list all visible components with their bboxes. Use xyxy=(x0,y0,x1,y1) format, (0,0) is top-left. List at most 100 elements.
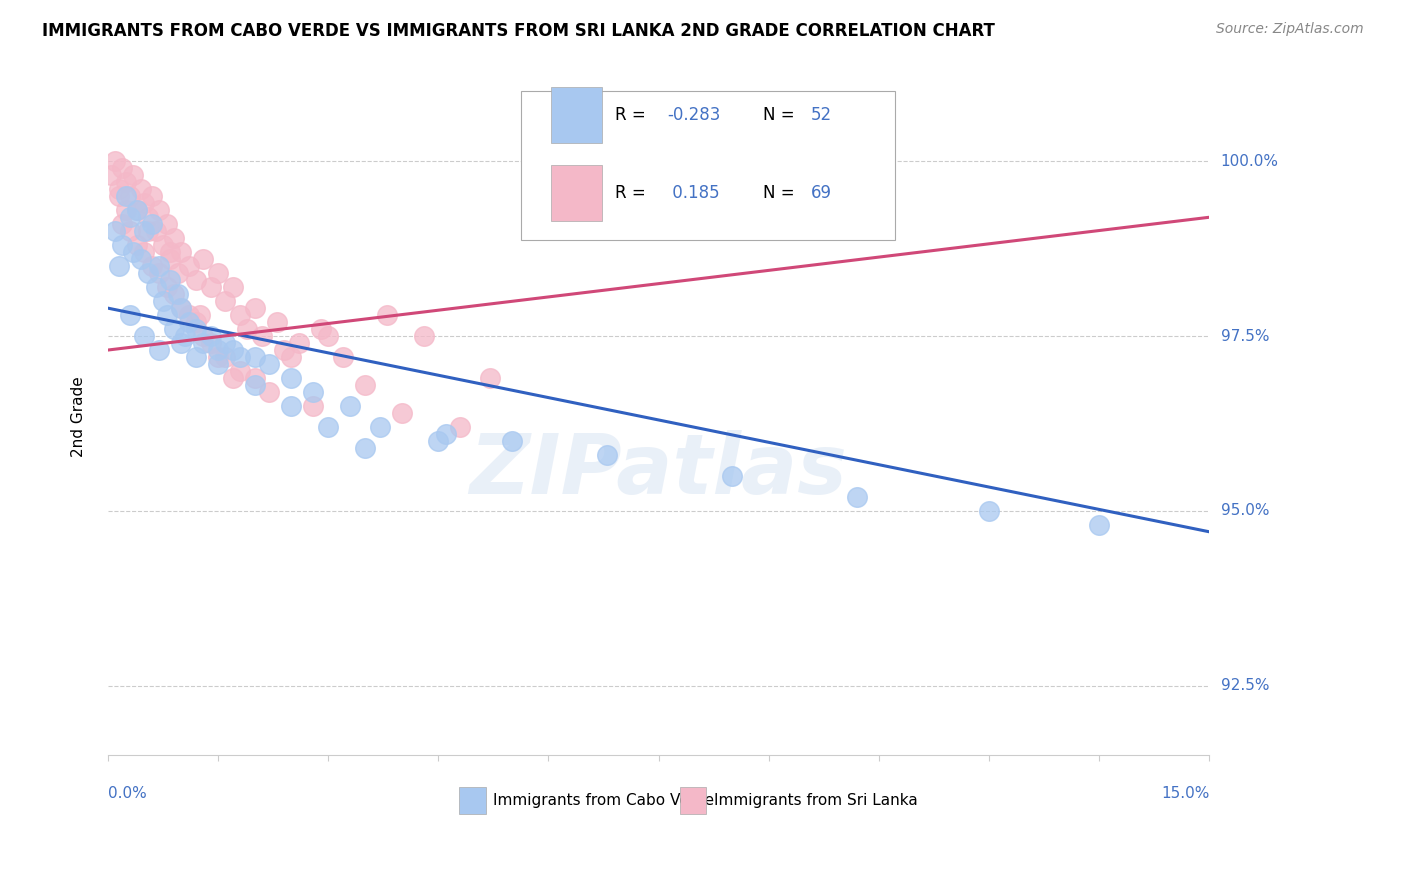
Point xyxy=(170,336,193,351)
Point xyxy=(501,434,523,448)
Point xyxy=(207,350,229,364)
Point xyxy=(266,315,288,329)
Point xyxy=(159,245,181,260)
Point xyxy=(478,371,501,385)
Point xyxy=(193,336,215,351)
Point xyxy=(302,399,325,413)
Point xyxy=(177,315,200,329)
Point xyxy=(111,161,134,176)
Point xyxy=(302,384,325,399)
Text: Source: ZipAtlas.com: Source: ZipAtlas.com xyxy=(1216,22,1364,37)
Text: N =: N = xyxy=(763,106,800,124)
Point xyxy=(243,301,266,315)
Point xyxy=(127,203,149,218)
Text: Immigrants from Cabo Verde: Immigrants from Cabo Verde xyxy=(494,793,714,808)
Point xyxy=(134,224,156,238)
Point xyxy=(159,273,181,287)
Point xyxy=(353,378,375,392)
Point xyxy=(111,217,134,231)
Point xyxy=(287,336,309,351)
Point xyxy=(596,448,619,462)
Point xyxy=(122,245,145,260)
Text: 100.0%: 100.0% xyxy=(1220,153,1278,169)
Point xyxy=(127,203,149,218)
Point xyxy=(250,329,273,343)
Point xyxy=(104,224,127,238)
Point xyxy=(177,259,200,273)
Point xyxy=(200,329,222,343)
Point xyxy=(184,273,207,287)
Point xyxy=(434,426,457,441)
Point xyxy=(145,280,167,294)
Text: Immigrants from Sri Lanka: Immigrants from Sri Lanka xyxy=(714,793,918,808)
Point xyxy=(177,308,200,322)
Y-axis label: 2nd Grade: 2nd Grade xyxy=(72,376,86,457)
Point xyxy=(309,322,332,336)
Point xyxy=(170,301,193,315)
Point xyxy=(214,350,236,364)
Point xyxy=(280,399,302,413)
Point xyxy=(170,301,193,315)
Point xyxy=(845,490,868,504)
FancyBboxPatch shape xyxy=(520,91,896,240)
Point xyxy=(243,371,266,385)
Point xyxy=(977,504,1000,518)
Text: 95.0%: 95.0% xyxy=(1220,503,1270,518)
Point xyxy=(141,217,163,231)
Point xyxy=(148,203,170,218)
Text: 92.5%: 92.5% xyxy=(1220,678,1270,693)
Point xyxy=(163,231,186,245)
Point xyxy=(136,266,159,280)
Point xyxy=(148,266,170,280)
Point xyxy=(136,224,159,238)
Point xyxy=(163,287,186,301)
Point xyxy=(129,252,152,267)
Point xyxy=(155,280,177,294)
Point xyxy=(163,322,186,336)
Point xyxy=(221,280,243,294)
Point xyxy=(118,189,141,203)
Point xyxy=(184,322,207,336)
FancyBboxPatch shape xyxy=(551,87,602,143)
Point xyxy=(155,217,177,231)
Text: -0.283: -0.283 xyxy=(668,106,721,124)
Point xyxy=(118,211,141,225)
Point xyxy=(316,420,339,434)
Point xyxy=(145,224,167,238)
Text: IMMIGRANTS FROM CABO VERDE VS IMMIGRANTS FROM SRI LANKA 2ND GRADE CORRELATION CH: IMMIGRANTS FROM CABO VERDE VS IMMIGRANTS… xyxy=(42,22,995,40)
Point xyxy=(193,252,215,267)
Point xyxy=(214,294,236,309)
Text: 0.185: 0.185 xyxy=(668,184,720,202)
Text: R =: R = xyxy=(614,184,651,202)
Point xyxy=(229,350,252,364)
Point xyxy=(152,238,174,252)
Point xyxy=(200,336,222,351)
Point xyxy=(721,469,744,483)
Point xyxy=(280,371,302,385)
Point xyxy=(122,169,145,183)
Point xyxy=(188,308,211,322)
Point xyxy=(127,238,149,252)
Point xyxy=(243,350,266,364)
Point xyxy=(159,252,181,267)
Point xyxy=(229,308,252,322)
Text: R =: R = xyxy=(614,106,651,124)
Point xyxy=(375,308,398,322)
Point xyxy=(259,357,281,371)
Point xyxy=(316,329,339,343)
Point xyxy=(136,211,159,225)
Text: 52: 52 xyxy=(811,106,832,124)
Point xyxy=(115,175,138,189)
Point xyxy=(118,308,141,322)
Point xyxy=(111,238,134,252)
Point xyxy=(115,189,138,203)
Point xyxy=(273,343,295,357)
Point xyxy=(229,364,252,378)
Point xyxy=(141,189,163,203)
Point xyxy=(193,329,215,343)
Point xyxy=(391,406,413,420)
Point xyxy=(449,420,471,434)
Point xyxy=(353,441,375,455)
Point xyxy=(115,203,138,218)
Point xyxy=(134,245,156,260)
